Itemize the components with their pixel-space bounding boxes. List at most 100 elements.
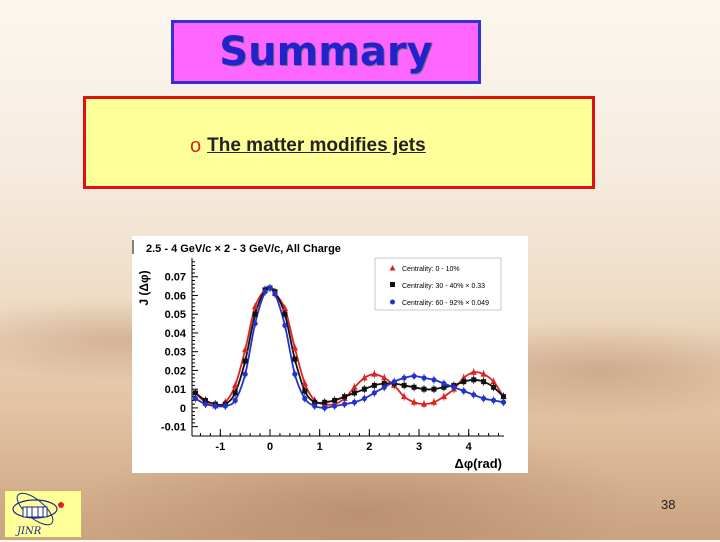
x-tick-label: 3 — [416, 441, 422, 453]
legend-marker-square — [390, 282, 395, 287]
data-point-square — [322, 399, 328, 405]
data-point-triangle — [361, 374, 368, 381]
legend: Centrality: 0 - 10% Centrality: 30 - 40% … — [374, 257, 502, 311]
data-point-circle — [351, 399, 358, 405]
y-axis-label: J (Δφ) — [137, 270, 151, 305]
legend-marker-circle — [390, 299, 395, 305]
data-point-circle — [361, 395, 367, 402]
logo-text: JINR — [17, 526, 42, 537]
data-point-triangle — [420, 400, 428, 407]
data-point-circle — [267, 285, 273, 291]
data-point-square — [371, 382, 377, 388]
data-point-square — [471, 377, 477, 383]
x-axis-label: Δφ(rad) — [454, 456, 502, 471]
x-tick-label: 4 — [466, 441, 473, 453]
data-point-circle — [222, 403, 228, 409]
data-point-square — [411, 384, 417, 390]
data-point-circle — [232, 397, 238, 403]
data-point-square — [351, 390, 357, 396]
legend-marker-triangle — [389, 265, 396, 271]
data-point-triangle — [232, 381, 239, 388]
data-point-square — [292, 356, 298, 362]
x-tick-label: -1 — [215, 441, 225, 453]
x-tick-label: 1 — [317, 441, 323, 453]
data-point-square — [252, 311, 258, 317]
data-point-triangle — [281, 305, 289, 312]
data-points-group — [192, 283, 507, 412]
data-point-circle — [391, 379, 397, 385]
bullet-marker: o — [190, 135, 202, 157]
data-point-square — [302, 388, 308, 394]
data-point-triangle — [490, 378, 497, 385]
data-point-circle — [212, 403, 218, 409]
data-point-circle — [411, 373, 417, 379]
data-point-square — [361, 386, 367, 392]
data-point-triangle — [480, 370, 487, 377]
title-box: Summary — [171, 20, 481, 84]
data-point-triangle — [410, 398, 418, 405]
data-point-circle — [490, 397, 497, 403]
institute-logo: JINR — [4, 490, 82, 538]
data-point-square — [282, 311, 288, 317]
data-point-circle — [331, 403, 338, 409]
data-point-square — [461, 379, 467, 385]
data-point-circle — [461, 388, 467, 394]
data-point-circle — [481, 395, 487, 402]
data-point-circle — [431, 377, 437, 383]
logo-emblem — [12, 492, 64, 526]
data-point-circle — [341, 401, 348, 407]
data-point-circle — [272, 291, 278, 297]
data-point-circle — [262, 289, 268, 295]
data-point-circle — [421, 375, 427, 381]
data-point-square — [401, 382, 407, 388]
correlation-chart: 2.5 - 4 GeV/c × 2 - 3 GeV/c, All Charge … — [132, 240, 507, 471]
bullet-text: The matter modifies jets — [207, 135, 426, 156]
data-point-triangle — [460, 374, 467, 381]
bullet-box: o The matter modifies jets — [83, 96, 595, 189]
data-point-square — [501, 394, 507, 400]
data-point-circle — [242, 371, 248, 377]
data-point-square — [431, 386, 437, 392]
y-tick-label: 0.05 — [165, 309, 186, 321]
y-tick-label: 0.01 — [165, 384, 186, 396]
data-point-circle — [252, 320, 258, 327]
data-point-circle — [441, 380, 447, 387]
data-point-circle — [292, 371, 298, 377]
data-point-square — [242, 358, 248, 364]
data-point-circle — [500, 399, 507, 405]
data-point-triangle — [251, 303, 259, 310]
data-point-triangle — [400, 393, 408, 400]
data-point-square — [232, 390, 238, 396]
data-point-circle — [202, 401, 209, 407]
data-point-square — [192, 390, 198, 396]
y-tick-label: 0.07 — [165, 272, 186, 284]
data-point-square — [342, 394, 348, 400]
data-point-circle — [312, 403, 318, 409]
data-point-circle — [401, 375, 407, 381]
legend-box — [374, 257, 502, 311]
axes-group: -0.01 0 0.01 0.02 0.03 0.04 0.05 0.06 0.07 -1 0 1 2 3… — [161, 258, 504, 453]
page-number: 38 — [661, 497, 676, 512]
y-tick-label: -0.01 — [161, 422, 186, 434]
data-point-triangle — [241, 346, 249, 353]
data-point-triangle — [470, 368, 477, 375]
data-point-triangle — [430, 398, 438, 405]
chart-panel: 2.5 - 4 GeV/c × 2 - 3 GeV/c, All Charge … — [132, 236, 528, 473]
y-tick-label: 0.06 — [165, 290, 186, 302]
data-point-triangle — [301, 380, 308, 387]
chart-title: 2.5 - 4 GeV/c × 2 - 3 GeV/c, All Charge — [146, 243, 341, 255]
y-tick-label: 0.03 — [165, 347, 186, 359]
data-point-circle — [192, 395, 199, 402]
data-point-square — [491, 384, 497, 390]
data-point-square — [481, 379, 487, 385]
x-tick-label: 2 — [366, 441, 372, 453]
data-point-circle — [302, 395, 308, 402]
data-point-triangle — [440, 393, 448, 400]
data-point-circle — [322, 405, 328, 411]
legend-label: Centrality: 30 - 40% × 0.33 — [402, 283, 485, 290]
data-point-circle — [381, 384, 387, 390]
data-point-triangle — [291, 344, 299, 351]
bullet-row: o The matter modifies jets — [190, 135, 426, 157]
data-point-square — [421, 386, 427, 392]
x-tick-label: 0 — [267, 441, 273, 453]
